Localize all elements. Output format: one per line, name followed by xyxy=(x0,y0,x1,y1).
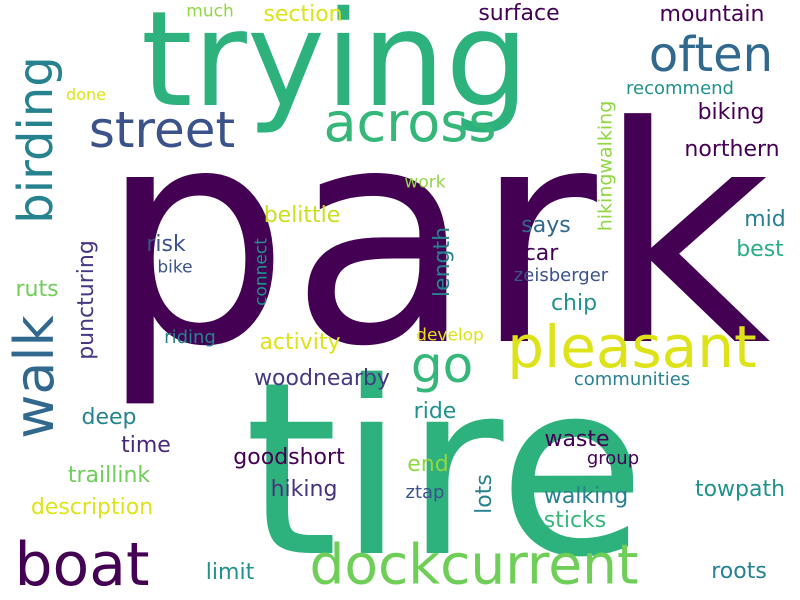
word-car: car xyxy=(523,241,559,266)
word-work: work xyxy=(404,172,446,193)
word-park: park xyxy=(99,63,771,412)
word-boat: boat xyxy=(14,530,150,600)
word-bike: bike xyxy=(157,257,193,278)
word-develop: develop xyxy=(416,325,484,346)
word-biking: biking xyxy=(697,100,765,125)
word-hikingwalking: hikingwalking xyxy=(594,100,617,232)
word-group: group xyxy=(586,448,640,469)
word-belittle: belittle xyxy=(263,203,341,228)
word-towpath: towpath xyxy=(694,477,786,502)
word-risk: risk xyxy=(146,232,186,257)
word-trying: trying xyxy=(140,0,530,137)
word-walking: walking xyxy=(543,484,629,509)
word-description: description xyxy=(30,495,154,520)
word-time: time xyxy=(121,433,171,458)
word-chip: chip xyxy=(550,291,598,316)
word-woodnearby: woodnearby xyxy=(254,366,390,391)
word-best: best xyxy=(736,237,784,262)
word-across: across xyxy=(323,91,497,154)
word-much: much xyxy=(186,1,234,22)
word-limit: limit xyxy=(205,560,255,585)
word-waste: waste xyxy=(544,427,610,452)
word-lots: lots xyxy=(472,474,497,514)
word-ride: ride xyxy=(413,399,457,424)
word-sticks: sticks xyxy=(543,508,607,533)
word-tire: tire xyxy=(244,330,646,600)
word-mid: mid xyxy=(744,207,786,232)
word-traillink: traillink xyxy=(67,463,151,488)
word-done: done xyxy=(66,85,106,104)
word-recommend: recommend xyxy=(626,78,734,99)
word-northern: northern xyxy=(684,137,780,162)
word-connect: connect xyxy=(251,238,272,306)
word-ztap: ztap xyxy=(405,482,445,503)
word-puncturing: puncturing xyxy=(74,240,99,360)
word-hiking: hiking xyxy=(270,477,338,502)
word-section: section xyxy=(263,2,343,27)
word-says: says xyxy=(521,213,571,238)
word-roots: roots xyxy=(711,559,767,584)
word-surface: surface xyxy=(478,1,560,26)
word-go: go xyxy=(410,336,474,394)
word-goodshort: goodshort xyxy=(233,445,345,470)
word-riding: riding xyxy=(164,327,216,348)
word-pleasant: pleasant xyxy=(507,313,757,381)
word-ruts: ruts xyxy=(15,277,59,302)
word-dockcurrent: dockcurrent xyxy=(309,532,639,597)
word-street: street xyxy=(88,101,236,159)
word-communities: communities xyxy=(573,369,691,390)
word-birding: birding xyxy=(8,56,64,224)
word-walk: walk xyxy=(3,315,66,439)
word-end: end xyxy=(407,452,449,477)
word-zeisberger: zeisberger xyxy=(513,265,609,286)
word-often: often xyxy=(648,27,774,83)
word-length: length xyxy=(430,226,455,298)
word-deep: deep xyxy=(81,405,137,430)
word-mountain: mountain xyxy=(659,2,765,27)
word-activity: activity xyxy=(259,330,341,355)
